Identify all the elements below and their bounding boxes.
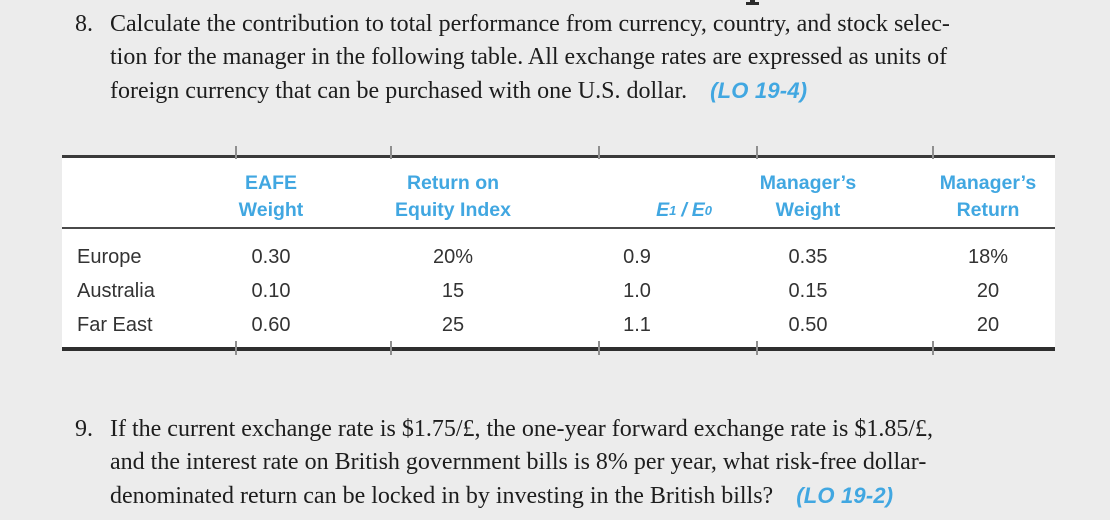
e0-symbol: E (691, 199, 705, 221)
performance-attribution-table: EAFE Weight Return on Equity Index E 1/E 0… (62, 146, 1055, 360)
table-row-europe: Europe 0.30 20% 0.9 0.35 18% (62, 240, 1055, 275)
col-header-roe-line2: Equity Index (395, 199, 511, 221)
col-header-roe-line1: Return on (406, 172, 500, 194)
e0-subscript: 0 (704, 203, 712, 218)
problem-9-line-3: denominated return can be locked in by i… (110, 479, 1050, 513)
column-divider-tick (756, 341, 758, 355)
col-header-managers-return-line2: Return (956, 199, 1020, 221)
column-divider-tick (235, 341, 237, 355)
table-row-australia: Australia 0.10 15 1.0 0.15 20 (62, 274, 1055, 309)
table-header-rule (62, 227, 1055, 229)
cell-eafe-weight: 0.30 (251, 246, 291, 268)
cell-managers-return: 18% (967, 246, 1009, 268)
learning-objective-tag-19-4: (LO 19-4) (710, 78, 808, 103)
column-divider-tick (235, 146, 237, 159)
table-bottom-rule (62, 347, 1055, 351)
problem-8-line-3-text: foreign currency that can be purchased w… (110, 78, 688, 104)
column-divider-tick (932, 146, 934, 159)
col-header-eafe-weight: EAFE Weight (196, 160, 346, 224)
cell-managers-return: 20 (976, 314, 1000, 336)
cell-return-on-equity-index: 25 (441, 314, 465, 336)
table-top-rule (62, 155, 1055, 158)
problem-9-line-3-text: denominated return can be locked in by i… (110, 483, 774, 509)
col-header-managers-return-line1: Manager’s (939, 172, 1037, 194)
cell-managers-weight: 0.35 (788, 246, 828, 268)
problem-8-line-1: Calculate the contribution to total perf… (110, 11, 950, 37)
e1-symbol: E (656, 199, 670, 221)
cell-e1-e0: 0.9 (623, 246, 651, 268)
row-label: Europe (77, 246, 142, 268)
problem-8: 8. Calculate the contribution to total p… (75, 8, 1050, 108)
col-header-eafe-weight-line1: EAFE (244, 172, 297, 194)
problem-8-text: Calculate the contribution to total perf… (110, 8, 1050, 108)
col-header-eafe-weight-line2: Weight (238, 199, 304, 221)
col-header-managers-weight: Manager’s Weight (733, 160, 883, 224)
problem-8-line-3: foreign currency that can be purchased w… (110, 74, 1050, 108)
row-label: Australia (77, 280, 155, 302)
cell-e1-e0: 1.0 (623, 280, 651, 302)
row-label: Far East (77, 314, 153, 336)
cell-return-on-equity-index: 15 (441, 280, 465, 302)
column-divider-tick (598, 146, 600, 159)
column-divider-tick (756, 146, 758, 159)
problem-9-line-2: and the interest rate on British governm… (110, 449, 927, 475)
cell-e1-e0: 1.1 (623, 314, 651, 336)
cell-managers-return: 20 (976, 280, 1000, 302)
col-header-managers-weight-line2: Weight (775, 199, 841, 221)
cell-managers-weight: 0.50 (788, 314, 828, 336)
cell-return-on-equity-index: 20% (432, 246, 474, 268)
table-background-panel (62, 155, 1055, 351)
learning-objective-tag-19-2: (LO 19-2) (796, 483, 894, 508)
cropped-text-fragment (746, 0, 759, 5)
col-header-return-on-equity-index: Return on Equity Index (378, 160, 528, 224)
col-header-managers-weight-line1: Manager’s (759, 172, 857, 194)
col-header-exchange-rate-ratio: E 1/E 0 (562, 160, 712, 224)
cell-eafe-weight: 0.60 (251, 314, 291, 336)
ratio-slash: / (681, 199, 687, 221)
problem-8-number: 8. (75, 11, 93, 37)
column-divider-tick (390, 146, 392, 159)
problem-9-text: If the current exchange rate is $1.75/£,… (110, 413, 1050, 513)
problem-9-number: 9. (75, 416, 93, 442)
problem-9: 9. If the current exchange rate is $1.75… (75, 413, 1050, 513)
cell-eafe-weight: 0.10 (251, 280, 291, 302)
column-divider-tick (932, 341, 934, 355)
column-divider-tick (598, 341, 600, 355)
cell-managers-weight: 0.15 (788, 280, 828, 302)
problem-8-line-2: tion for the manager in the following ta… (110, 44, 948, 70)
col-header-managers-return: Manager’s Return (917, 160, 1059, 224)
table-row-far-east: Far East 0.60 25 1.1 0.50 20 (62, 308, 1055, 343)
e1-subscript: 1 (669, 203, 677, 218)
column-divider-tick (390, 341, 392, 355)
problem-9-line-1: If the current exchange rate is $1.75/£,… (110, 416, 933, 442)
